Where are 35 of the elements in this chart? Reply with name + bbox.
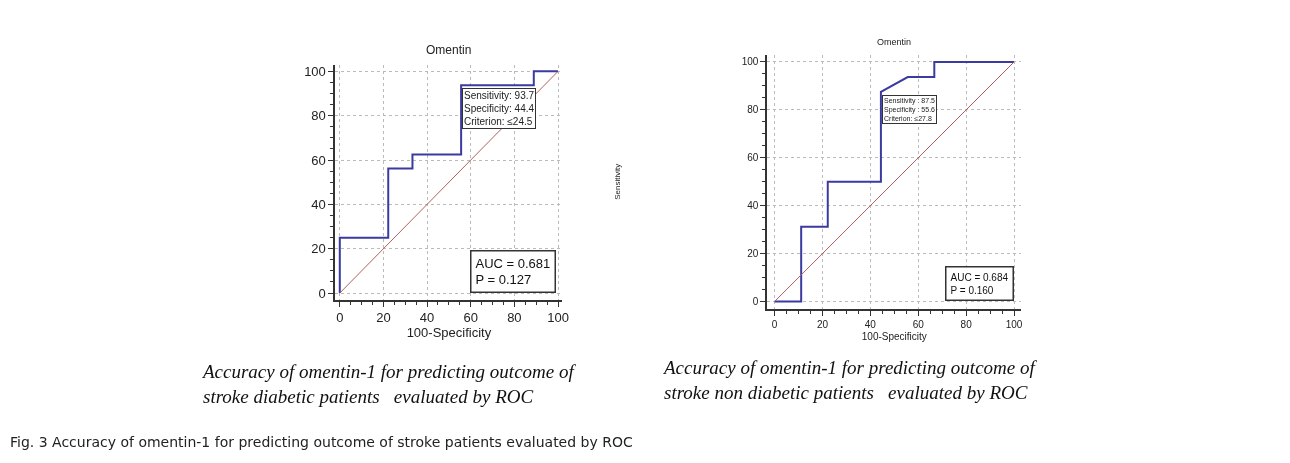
chart-title: Omentin bbox=[426, 43, 472, 57]
y-tick-label: 80 bbox=[311, 108, 326, 124]
x-tick-label: 20 bbox=[816, 318, 829, 330]
y-tick-label: 20 bbox=[747, 248, 759, 260]
annotation: AUC = 0.681 P = 0.127 bbox=[475, 255, 551, 288]
x-tick-label: 40 bbox=[864, 318, 877, 330]
y-tick-label: 100 bbox=[304, 63, 326, 79]
y-tick-label: 60 bbox=[747, 152, 759, 164]
x-tick-label: 0 bbox=[771, 318, 778, 330]
y-tick-label: 100 bbox=[741, 56, 759, 68]
y-tick-label: 80 bbox=[747, 104, 759, 116]
x-tick-label: 40 bbox=[419, 310, 435, 326]
y-tick-label: 40 bbox=[747, 200, 759, 212]
y-axis-title: Sensitivity bbox=[612, 163, 622, 200]
x-tick-label: 60 bbox=[463, 310, 478, 326]
x-tick-label: 0 bbox=[336, 310, 344, 326]
x-tick-label: 80 bbox=[507, 310, 522, 326]
text: Accuracy of omentin-1 for predicting outcome of stroke non diabetic patients evaluated by ROC bbox=[662, 357, 1038, 403]
y-tick-label: 40 bbox=[311, 196, 326, 212]
chart-title: Omentin bbox=[877, 37, 912, 47]
x-tick-label: 60 bbox=[912, 318, 925, 330]
x-axis-title: 100-Specificity bbox=[861, 330, 927, 342]
y-tick-label: 0 bbox=[752, 295, 759, 307]
caption: Fig. 3 Accuracy of omentin-1 for predicting outcome of stroke patients evaluated by ROC bbox=[10, 434, 633, 450]
y-tick-label: 0 bbox=[318, 285, 326, 301]
y-tick-label: 60 bbox=[311, 152, 326, 168]
y-tick-label: 20 bbox=[311, 241, 326, 257]
x-tick-label: 100 bbox=[547, 310, 569, 326]
x-axis-title: 100-Specificity bbox=[406, 325, 492, 341]
annotation: AUC = 0.684 P = 0.160 bbox=[950, 271, 1009, 296]
annotation: Sensitivity: 93.7 Specificity: 44.4 Criterion: ≤24.5 bbox=[464, 90, 535, 127]
x-tick-label: 20 bbox=[376, 310, 391, 326]
text: Accuracy of omentin-1 for predicting outcome of stroke diabetic patients evaluated by ROC bbox=[201, 361, 577, 407]
x-tick-label: 100 bbox=[1005, 318, 1023, 330]
x-tick-label: 80 bbox=[960, 318, 973, 330]
